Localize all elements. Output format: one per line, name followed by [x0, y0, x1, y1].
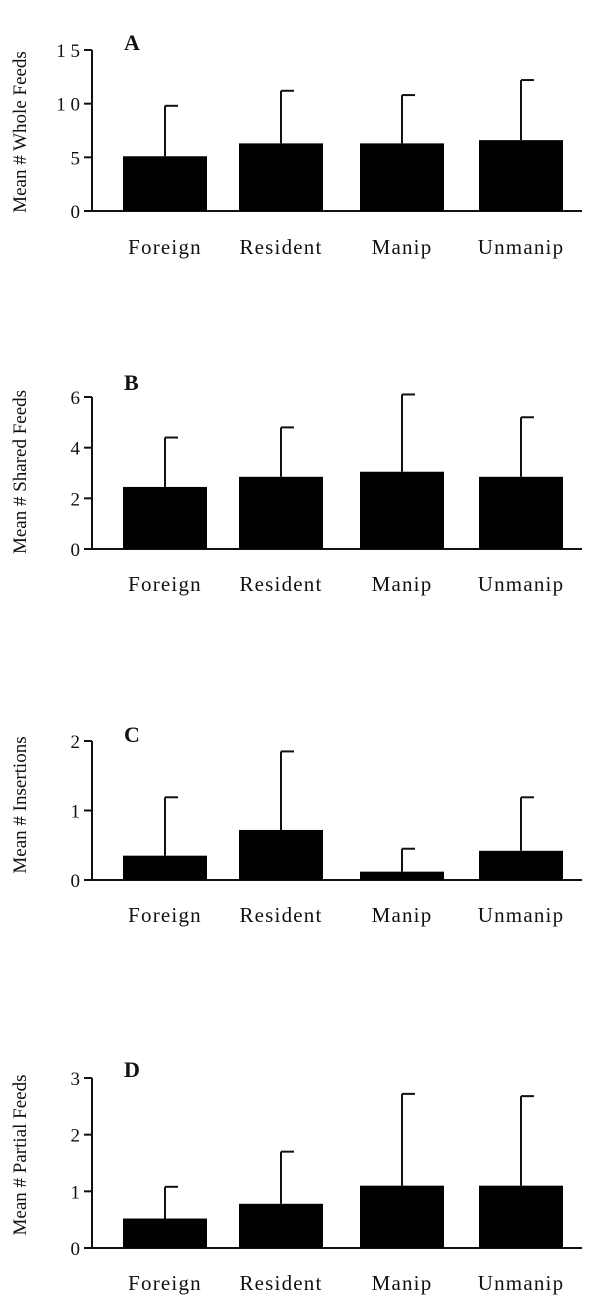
y-tick-label-d: 0: [71, 1239, 81, 1260]
bar-d-resident: [239, 1204, 323, 1248]
panel-d: D Mean # Partial Feeds 0 1 2 3 Foreign Reside…: [10, 1057, 582, 1295]
bar-d-manip: [360, 1186, 444, 1248]
y-tick-label-c: 1: [71, 802, 81, 823]
y-axis-title-b: Mean # Shared Feeds: [10, 390, 31, 554]
y-tick-label-b: 4: [71, 439, 81, 460]
category-label-b-resident: Resident: [239, 572, 322, 596]
y-tick-label-d: 3: [71, 1069, 81, 1090]
bar-c-unmanip: [479, 851, 563, 880]
bar-d-foreign: [123, 1219, 207, 1248]
y-tick-label-a: 5: [71, 148, 81, 169]
y-axis-title-a: Mean # Whole Feeds: [10, 51, 31, 213]
category-label-d-unmanip: Unmanip: [478, 1271, 565, 1295]
category-label-d-foreign: Foreign: [128, 1271, 202, 1295]
category-label-a-foreign: Foreign: [128, 235, 202, 259]
y-tick-label-b: 2: [71, 489, 81, 510]
panel-letter-c: C: [124, 722, 140, 747]
bar-c-manip: [360, 872, 444, 880]
bar-a-foreign: [123, 156, 207, 211]
panel-letter-a: A: [124, 30, 140, 55]
bar-b-unmanip: [479, 477, 563, 549]
category-label-c-resident: Resident: [239, 903, 322, 927]
y-tick-label-d: 2: [71, 1126, 81, 1147]
y-tick-label-c: 0: [71, 871, 81, 892]
bar-b-manip: [360, 472, 444, 549]
y-tick-label-b: 0: [71, 540, 81, 561]
category-label-a-manip: Manip: [372, 235, 433, 259]
bar-d-unmanip: [479, 1186, 563, 1248]
bar-c-foreign: [123, 856, 207, 880]
category-label-b-foreign: Foreign: [128, 572, 202, 596]
panel-c: C Mean # Insertions 0 1 2 Foreign Resident Ma…: [10, 722, 582, 927]
y-tick-label-d: 1: [71, 1182, 81, 1203]
panel-b: B Mean # Shared Feeds 0 2 4 6 Foreign Residen…: [10, 370, 582, 596]
category-label-d-manip: Manip: [372, 1271, 433, 1295]
bar-c-resident: [239, 830, 323, 880]
category-label-c-unmanip: Unmanip: [478, 903, 565, 927]
bar-b-resident: [239, 477, 323, 549]
bar-b-foreign: [123, 487, 207, 549]
y-tick-label-c: 2: [71, 732, 81, 753]
category-label-b-unmanip: Unmanip: [478, 572, 565, 596]
bar-a-unmanip: [479, 140, 563, 211]
category-label-a-unmanip: Unmanip: [478, 235, 565, 259]
bar-a-resident: [239, 143, 323, 211]
y-tick-label-b: 6: [71, 388, 81, 409]
panel-a: A Mean # Whole Feeds 0 5 1 0 1 5 Foreign Resi…: [10, 30, 582, 259]
category-label-d-resident: Resident: [239, 1271, 322, 1295]
y-tick-label-a: 1 5: [56, 41, 80, 62]
y-axis-title-d: Mean # Partial Feeds: [10, 1075, 31, 1236]
category-label-a-resident: Resident: [239, 235, 322, 259]
y-tick-label-a: 0: [71, 202, 81, 223]
category-label-c-manip: Manip: [372, 903, 433, 927]
panel-letter-b: B: [124, 370, 139, 395]
y-axis-title-c: Mean # Insertions: [10, 736, 31, 873]
category-label-c-foreign: Foreign: [128, 903, 202, 927]
panel-letter-d: D: [124, 1057, 140, 1082]
bar-a-manip: [360, 143, 444, 211]
category-label-b-manip: Manip: [372, 572, 433, 596]
y-tick-label-a: 1 0: [56, 95, 80, 116]
